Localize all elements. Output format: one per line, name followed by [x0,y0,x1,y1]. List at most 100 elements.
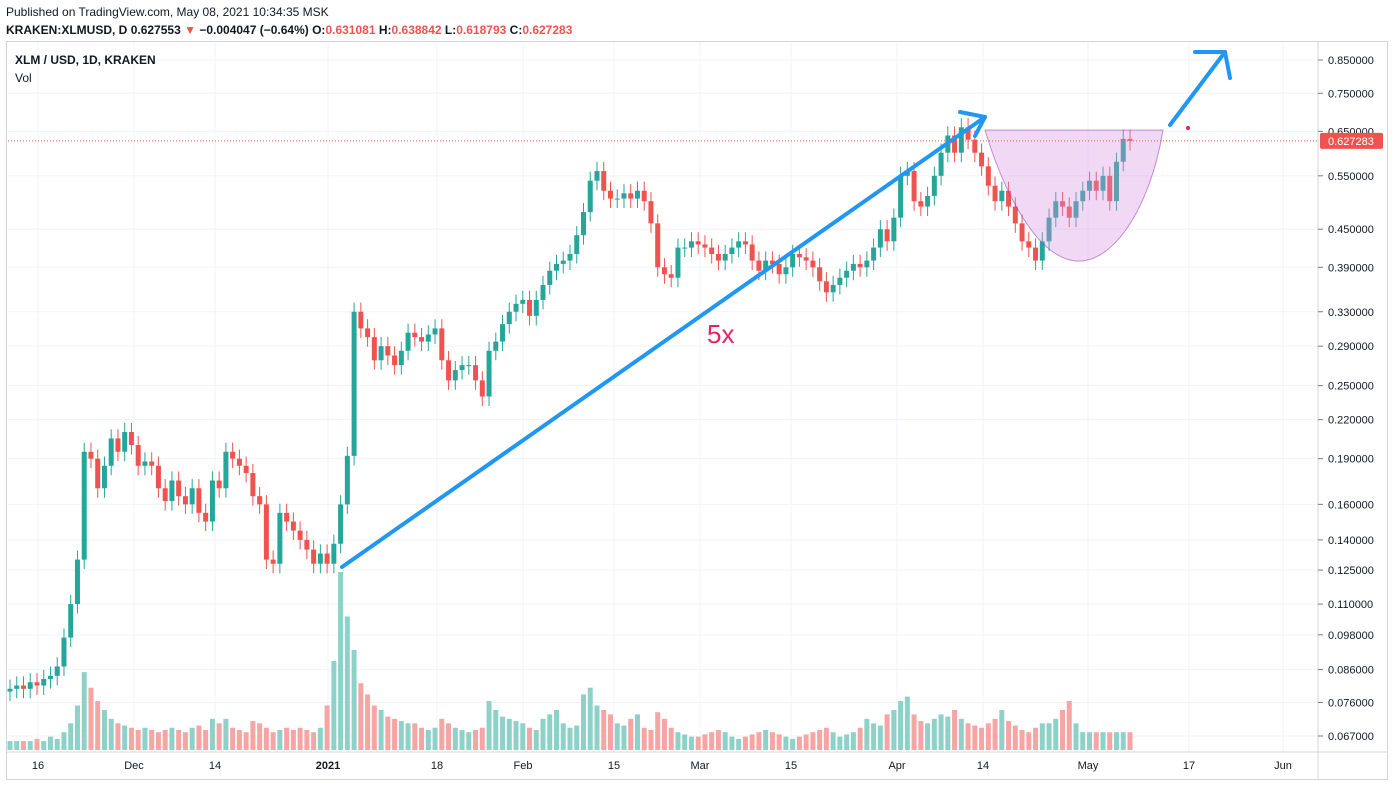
price-change: −0.004047 (−0.64%) [199,23,309,37]
volume-bar [324,705,330,750]
volume-bar [250,721,256,750]
volume-bar [344,616,350,750]
candle-body [419,337,425,342]
candle-body [938,152,944,176]
volume-bar [378,709,384,750]
candle-body [850,263,856,271]
candle-body [776,263,782,275]
volume-bar [135,729,141,750]
candle-body [1039,241,1045,261]
volume-bar [527,727,533,750]
volume-bar [1127,732,1133,750]
volume-bar [61,732,67,750]
volume-bar [823,727,829,750]
current-price: 0.627553 [130,23,181,37]
volume-bar [931,718,937,750]
candle-body [628,193,634,199]
y-tick-label: 0.160000 [1328,499,1374,511]
candle-body [918,201,924,207]
candle-body [1073,201,1079,218]
cup-shape [984,129,1164,262]
candle-body [122,432,128,452]
x-tick-label: 17 [1183,760,1195,772]
y-tick-label: 0.390000 [1328,262,1374,274]
volume-bar [297,727,303,750]
breakout-arrow-head [1193,50,1232,80]
volume-bar [398,721,404,750]
candle-body [1019,223,1025,242]
candle-body [81,451,87,560]
candle-body [884,229,890,242]
candle-body [365,328,371,338]
ohlc-bar: KRAKEN:XLMUSD, D 0.627553 ▼ −0.004047 (−… [6,23,572,37]
volume-bar [196,725,202,750]
volume-bar [884,714,890,750]
x-tick-label: Mar [691,760,710,772]
volume-bar [844,734,850,750]
candle-body [817,267,823,282]
candle-body [432,328,438,335]
volume-bar [796,736,802,750]
volume-bar [1093,732,1099,750]
volume-bar [520,723,526,750]
volume-bar [263,727,269,750]
volume-bar [722,732,728,750]
volume-bar [709,732,715,750]
volume-bar [500,716,506,750]
volume-bar [1039,723,1045,750]
candle-body [425,334,431,342]
candle-body [277,512,283,564]
candle-body [236,458,242,466]
x-tick-label: Jun [1274,760,1292,772]
candle-body [162,488,168,502]
volume-bar [898,701,904,750]
candle-body [20,685,26,689]
volume-bar [1033,727,1039,750]
candle-body [1053,201,1059,218]
volume-bar [74,705,80,750]
volume-bar [871,723,877,750]
volume-bar [466,732,472,750]
volume-bar [850,732,856,750]
volume-bar [601,709,607,750]
volume-bar [999,709,1005,750]
volume-bar [1012,725,1018,750]
volume-bar [284,727,290,750]
y-tick-label: 0.110000 [1328,599,1373,611]
candle-body [243,465,249,474]
volume-bar [358,683,364,750]
candle-body [270,559,276,564]
volume-bar [655,712,661,750]
volume-bar [419,727,425,750]
volume-bar [790,738,796,750]
volume-bar [41,741,47,750]
volume-bar [1107,732,1113,750]
candle-body [358,311,364,329]
candle-body [479,380,485,397]
x-tick-label: Feb [514,760,533,772]
volume-bar [1120,732,1126,750]
volume-bar [493,709,499,750]
candle-body [182,496,188,505]
chart-frame[interactable] [6,41,1388,780]
volume-bar [513,721,519,750]
volume-bar [365,694,371,750]
volume-bar [661,718,667,750]
candle-body [115,438,121,452]
volume-bar [101,709,107,750]
volume-bar [203,729,209,750]
y-tick-label: 0.098000 [1328,630,1374,642]
trend-arrow [340,115,987,569]
candle-body [715,253,721,261]
candle-body [823,281,829,293]
candles [7,118,1133,701]
candle-body [810,260,816,268]
candle-body [1080,190,1086,202]
volume-bar [452,727,458,750]
candle-body [155,465,161,489]
candle-body [257,496,263,505]
price-axis: 0.8500000.7500000.6500000.5500000.450000… [7,42,1388,780]
volume-bar [155,732,161,750]
candle-body [979,152,985,167]
